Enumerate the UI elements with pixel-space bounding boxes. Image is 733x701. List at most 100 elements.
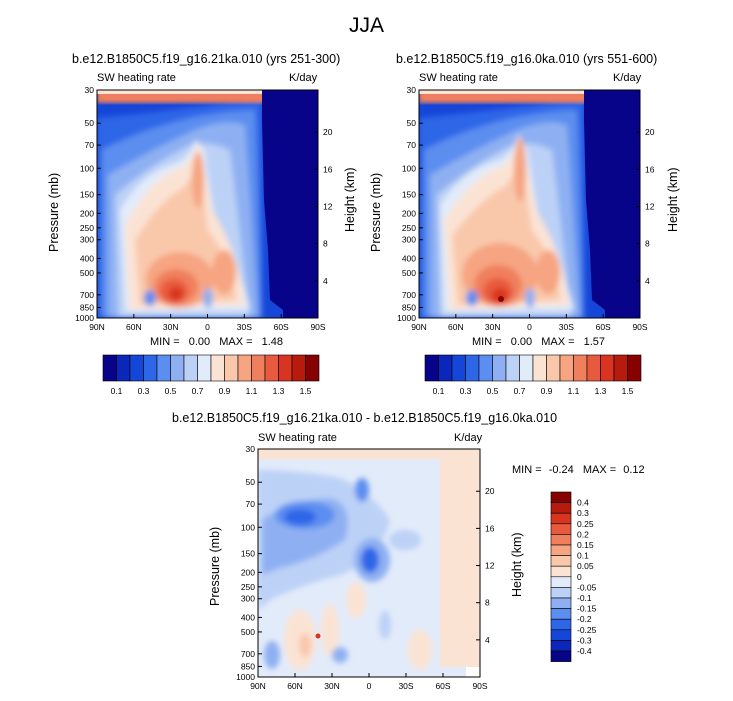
panel3-ytick-label: 50 (246, 477, 256, 487)
panel1-min-label: MIN = (150, 336, 180, 348)
panel2-ytick-right-label: 4 (645, 276, 650, 286)
panel2-variable: SW heating rate (419, 72, 498, 84)
panel2-xtick-label: 90N (411, 322, 427, 332)
colorbar3-swatch (550, 512, 572, 525)
panel1-ytick-right-label: 16 (323, 164, 333, 174)
panel1-blob-6 (169, 287, 183, 301)
colorbar3-swatch (550, 565, 572, 578)
colorbar2-swatch (613, 354, 628, 382)
colorbar1-swatch (102, 354, 117, 382)
colorbar1-swatch (170, 354, 185, 382)
panel1-ytick-label: 300 (80, 235, 94, 245)
panel3-field (258, 449, 480, 677)
colorbar2-label: 0.9 (541, 386, 553, 396)
panel1-xtick-label: 90N (89, 322, 105, 332)
panel3-ytick-label: 30 (246, 444, 256, 454)
panel3-neg-blob-6 (389, 530, 421, 550)
colorbar1-swatch (197, 354, 212, 382)
colorbar3-swatch (550, 597, 572, 609)
panel1-xtick-label: 30N (163, 322, 179, 332)
panel2-ytick-label: 500 (402, 268, 416, 278)
colorbar1-label: 0.1 (111, 386, 123, 396)
panel2-ytick-right-label: 8 (645, 239, 650, 249)
panel1-field (97, 90, 318, 318)
colorbar3-swatch (550, 587, 572, 599)
colorbar3-label: 0 (577, 572, 582, 582)
colorbar1-swatch (278, 354, 293, 382)
panel2-ytick-label: 850 (402, 302, 416, 312)
colorbar3-label: 0.15 (577, 540, 594, 550)
colorbar2-label: 0.5 (487, 386, 499, 396)
colorbar3-label: -0.2 (577, 614, 592, 624)
panel2-ytick-right-label: 12 (645, 202, 655, 212)
panel2-top-strip (419, 90, 640, 94)
colorbar1-swatch (291, 354, 306, 382)
colorbar2-swatch (559, 354, 574, 382)
colorbar2-label: 0.3 (460, 386, 472, 396)
panel2-ytick-label: 70 (407, 140, 417, 150)
colorbar1-swatch (224, 354, 239, 382)
panel2-stats: MIN = 0.00 MAX = 1.57 (472, 336, 605, 348)
colorbar1-swatch (143, 354, 158, 382)
panel1-ytick-label: 50 (85, 118, 95, 128)
colorbar2-label: 0.7 (514, 386, 526, 396)
panel2-xtick-label: 60S (596, 322, 611, 332)
panel2-ytick-label: 100 (402, 163, 416, 173)
panel2-ytick-label: 300 (402, 235, 416, 245)
panel2-min: 0.00 (510, 336, 533, 348)
colorbar1-label: 1.5 (300, 386, 312, 396)
colorbar2-swatch (465, 354, 480, 382)
panel3-ytick-right-label: 8 (485, 598, 490, 608)
colorbar2-label: 1.3 (595, 386, 607, 396)
panel2-max-label: MAX = (541, 336, 575, 348)
panel3-ytick-right-label: 20 (485, 486, 495, 496)
panel3-variable: SW heating rate (258, 432, 337, 444)
colorbar3-label: 0.25 (577, 519, 594, 529)
colorbar2-swatch (532, 354, 547, 382)
panel2-blob-2 (536, 250, 560, 294)
panel1-min: 0.00 (188, 336, 211, 348)
panel2-blob-6 (492, 288, 508, 304)
panel1-max: 1.48 (261, 336, 284, 348)
colorbar1-label: 1.3 (273, 386, 285, 396)
colorbar1-swatch (183, 354, 198, 382)
colorbar3-label: 0.3 (577, 508, 589, 518)
colorbar1-swatch (210, 354, 225, 382)
panel1-top-strip (97, 90, 318, 94)
panel1-ytick-label: 1000 (75, 313, 94, 323)
panel3-max-label: MAX = (582, 464, 617, 476)
panel3-min: -0.24 (548, 464, 574, 476)
panel3-ytick-label: 400 (241, 612, 255, 622)
colorbar2-label: 1.1 (568, 386, 580, 396)
panel3-xtick-label: 30S (398, 681, 413, 691)
panel3-xtick-label: 90N (250, 681, 266, 691)
panel3-neg-blob-2 (284, 509, 316, 525)
colorbar3-swatch (550, 523, 572, 535)
panel3-max: 0.12 (623, 464, 645, 476)
panel3-ytick-label: 1000 (236, 672, 255, 682)
panel1-ytick-label: 100 (80, 163, 94, 173)
panel3-ytick-label: 700 (241, 649, 255, 659)
panel3-missing-corner (466, 667, 480, 677)
colorbar3-label: -0.1 (577, 593, 592, 603)
colorbar3-label: 0.05 (577, 561, 594, 571)
colorbars: 0.1 0.3 0.5 0.7 0.9 1.1 1.3 1.5 0.1 0.3 0.5 0.7 0.9 1… (102, 354, 642, 662)
colorbar2-swatch (627, 354, 642, 382)
colorbar3-swatch (550, 618, 572, 631)
panel3-pos-blob-5 (299, 633, 311, 657)
colorbar1-swatch (116, 354, 131, 382)
colorbar3-label: 0.4 (577, 498, 589, 508)
colorbar1-swatch (264, 354, 279, 382)
panel3-ytick-label: 70 (246, 499, 256, 509)
panel3-pos-blob-3 (346, 582, 366, 618)
panel2-xtick-label: 90S (632, 322, 647, 332)
panel3-ytick-label: 850 (241, 661, 255, 671)
colorbar3-swatch (550, 534, 572, 546)
panel1-xtick-label: 0 (205, 322, 210, 332)
colorbar1-label: 1.1 (246, 386, 258, 396)
panel1-ytick-right-label: 4 (323, 276, 328, 286)
colorbar2-swatch (451, 354, 466, 382)
panel1-contours (97, 90, 318, 318)
panel3-stats: MIN = -0.24 MAX = 0.12 (512, 464, 645, 476)
panel1-xtick-label: 60N (126, 322, 142, 332)
